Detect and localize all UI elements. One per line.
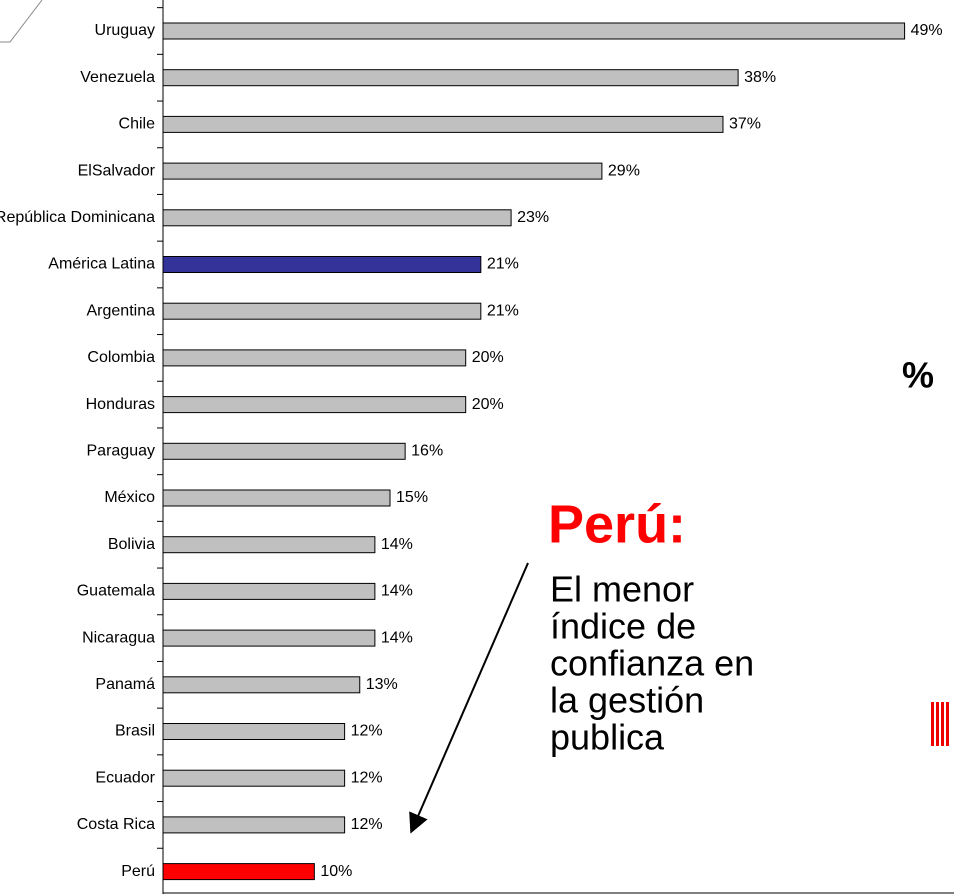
bar — [162, 256, 482, 273]
value-label: 12% — [351, 769, 383, 786]
arrow — [409, 562, 529, 834]
y-tick-label: Paraguay — [87, 443, 156, 460]
value-label: 21% — [487, 256, 519, 273]
y-tick-label: Colombia — [87, 349, 155, 366]
y-tick-label: Perú — [121, 863, 155, 880]
stripe — [936, 702, 939, 746]
annotation-line: confianza en — [550, 643, 754, 684]
bar — [162, 489, 391, 507]
y-tick-label: Honduras — [86, 396, 155, 413]
value-label: 14% — [381, 629, 413, 646]
bar — [162, 22, 906, 40]
y-tick-label: América Latina — [48, 256, 155, 273]
annotation-line: El menor — [550, 569, 694, 610]
y-tick-label: Bolivia — [108, 536, 155, 553]
bar — [162, 536, 376, 554]
y-tick-label: Uruguay — [95, 22, 155, 39]
y-tick-label: México — [104, 489, 155, 506]
annotation-title: Perú: — [548, 494, 686, 554]
value-label: 12% — [351, 723, 383, 740]
value-label: 10% — [320, 863, 352, 880]
value-label: 49% — [911, 22, 943, 39]
y-tick-label: Chile — [119, 116, 156, 133]
value-label: 37% — [729, 116, 761, 133]
value-label: 38% — [744, 69, 776, 86]
stripes — [931, 702, 949, 746]
y-tick-label: República Dominicana — [0, 209, 155, 226]
stripe — [946, 702, 949, 746]
unit-label: % — [902, 355, 934, 396]
bar — [162, 115, 724, 133]
bar — [162, 442, 406, 460]
value-label: 15% — [396, 489, 428, 506]
y-tick-label: Nicaragua — [82, 629, 155, 646]
y-tick-label: Costa Rica — [77, 816, 155, 833]
value-label: 29% — [608, 162, 640, 179]
annotation-line: la gestión — [550, 680, 704, 721]
bar — [162, 582, 376, 600]
y-tick-label: ElSalvador — [78, 162, 156, 179]
bar — [162, 723, 346, 740]
value-label: 21% — [487, 302, 519, 319]
bar — [162, 396, 467, 414]
bar — [162, 863, 315, 881]
y-tick-label: Brasil — [115, 723, 155, 740]
bar — [162, 629, 376, 647]
y-tick-label: Panamá — [95, 676, 155, 693]
bar — [162, 302, 482, 320]
bar — [162, 816, 346, 834]
value-label: 16% — [411, 443, 443, 460]
value-label: 20% — [472, 349, 504, 366]
annotation-line: índice de — [550, 606, 696, 647]
bar — [162, 162, 603, 180]
bar — [162, 209, 512, 227]
annotation-line: publica — [550, 717, 665, 758]
stripe — [941, 702, 944, 746]
decor-line — [0, 0, 43, 43]
y-tick-label: Guatemala — [77, 583, 155, 600]
bar — [162, 69, 739, 87]
y-tick-label: Ecuador — [95, 769, 155, 786]
bar — [162, 769, 346, 787]
bar — [162, 676, 361, 694]
value-label: 13% — [366, 676, 398, 693]
stripe — [931, 702, 934, 746]
value-label: 20% — [472, 396, 504, 413]
value-label: 14% — [381, 536, 413, 553]
bar — [162, 349, 467, 367]
y-tick-label: Venezuela — [80, 69, 155, 86]
value-label: 12% — [351, 816, 383, 833]
value-label: 23% — [517, 209, 549, 226]
y-tick-label: Argentina — [87, 302, 156, 319]
value-label: 14% — [381, 583, 413, 600]
